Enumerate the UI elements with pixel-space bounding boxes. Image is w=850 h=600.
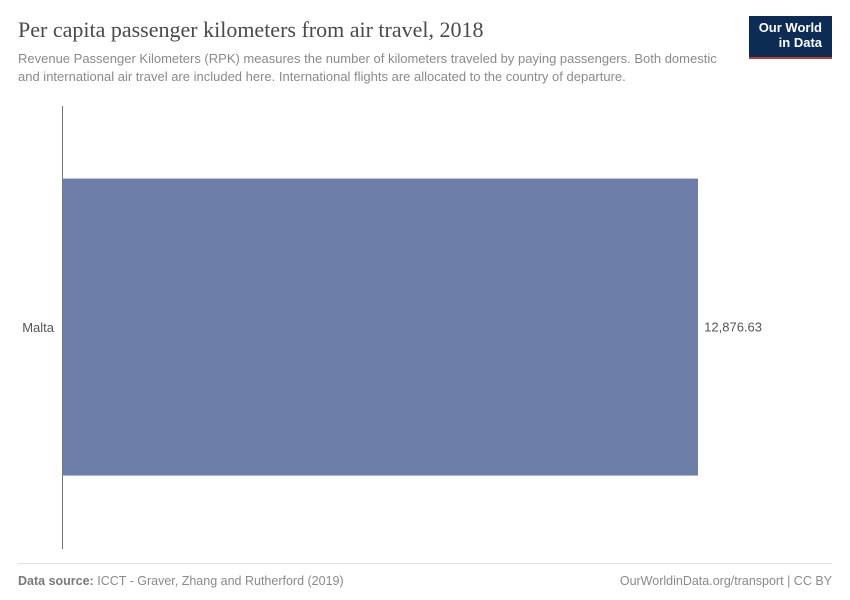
header-row: Per capita passenger kilometers from air… (18, 16, 832, 86)
y-axis-labels: Malta (18, 106, 62, 549)
title-block: Per capita passenger kilometers from air… (18, 16, 737, 86)
bar-malta (63, 179, 698, 476)
plot-region: 12,876.63 (62, 106, 832, 549)
category-label: Malta (22, 320, 54, 335)
source-label: Data source: (18, 574, 94, 588)
separator: | (787, 574, 794, 588)
logo-line2: in Data (779, 35, 822, 50)
chart-subtitle: Revenue Passenger Kilometers (RPK) measu… (18, 50, 718, 86)
license: CC BY (794, 574, 832, 588)
bar-row: 12,876.63 (63, 179, 762, 476)
source-link[interactable]: OurWorldinData.org/transport (620, 574, 784, 588)
chart-area: Malta 12,876.63 (18, 106, 832, 549)
data-source: Data source: ICCT - Graver, Zhang and Ru… (18, 574, 344, 588)
source-text: ICCT - Graver, Zhang and Rutherford (201… (97, 574, 343, 588)
chart-container: Per capita passenger kilometers from air… (0, 0, 850, 600)
logo-line1: Our World (759, 20, 822, 35)
attribution: OurWorldinData.org/transport | CC BY (620, 574, 832, 588)
owid-logo[interactable]: Our World in Data (749, 16, 832, 59)
chart-title: Per capita passenger kilometers from air… (18, 16, 737, 44)
bar-value-label: 12,876.63 (704, 320, 762, 335)
chart-footer: Data source: ICCT - Graver, Zhang and Ru… (18, 563, 832, 600)
